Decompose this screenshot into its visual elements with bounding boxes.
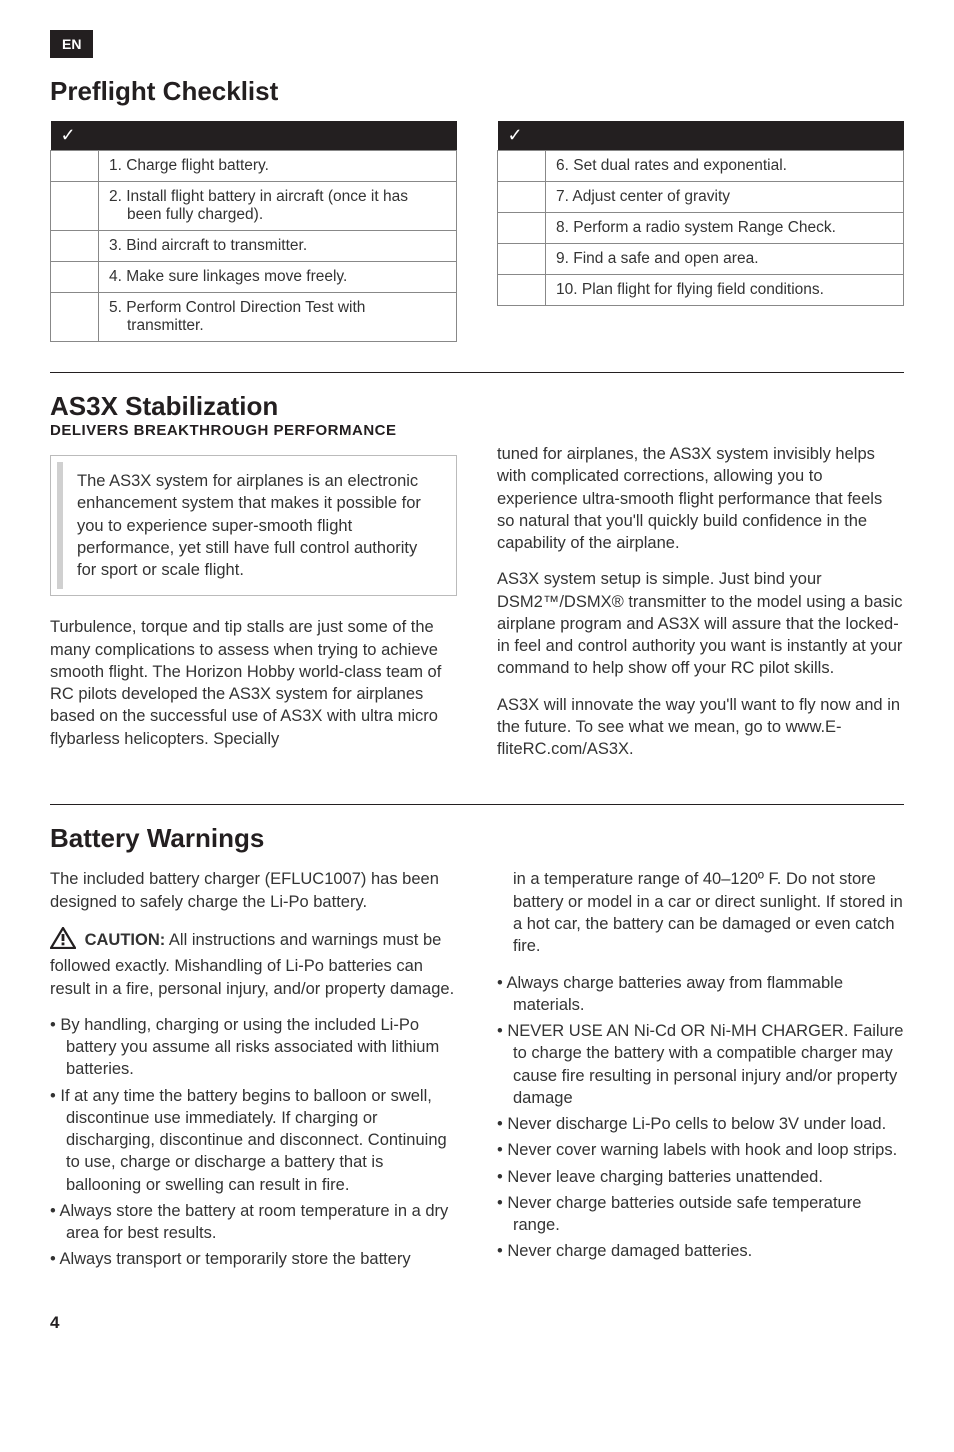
as3x-subtitle: DELIVERS BREAKTHROUGH PERFORMANCE (50, 422, 457, 439)
table-row: 7. Adjust center of gravity (498, 182, 904, 213)
check-header: ✓ (498, 121, 546, 151)
battery-intro: The included battery charger (EFLUC1007)… (50, 868, 457, 913)
as3x-right-para2: AS3X system setup is simple. Just bind y… (497, 568, 904, 679)
list-item: Never charge damaged batteries. (497, 1240, 904, 1262)
table-row: 2. Install flight battery in aircraft (o… (51, 182, 457, 231)
blank-header (546, 121, 904, 151)
section-rule (50, 372, 904, 373)
as3x-right-para3: AS3X will innovate the way you'll want t… (497, 694, 904, 761)
battery-right-continuation: in a temperature range of 40–120º F. Do … (497, 868, 904, 957)
table-row: 3. Bind aircraft to transmitter. (51, 231, 457, 262)
list-item: Never discharge Li-Po cells to below 3V … (497, 1113, 904, 1135)
list-item: Never leave charging batteries unattende… (497, 1166, 904, 1188)
list-item: By handling, charging or using the inclu… (50, 1014, 457, 1081)
battery-title: Battery Warnings (50, 823, 904, 854)
list-item: Always transport or temporarily store th… (50, 1248, 457, 1270)
list-item: NEVER USE AN Ni-Cd OR Ni-MH CHARGER. Fai… (497, 1020, 904, 1109)
table-row: 1. Charge flight battery. (51, 151, 457, 182)
table-row: 9. Find a safe and open area. (498, 244, 904, 275)
list-item: Never cover warning labels with hook and… (497, 1139, 904, 1161)
list-item: Always store the battery at room tempera… (50, 1200, 457, 1245)
check-header: ✓ (51, 121, 99, 151)
as3x-callout-text: The AS3X system for airplanes is an elec… (57, 462, 450, 589)
battery-right-bullets: Always charge batteries away from flamma… (497, 972, 904, 1263)
caution-label: CAUTION: (85, 931, 166, 949)
preflight-table-left: ✓ 1. Charge flight battery. 2. Install f… (50, 121, 457, 342)
battery-left-bullets: By handling, charging or using the inclu… (50, 1014, 457, 1271)
as3x-callout: The AS3X system for airplanes is an elec… (50, 455, 457, 596)
blank-header (99, 121, 457, 151)
list-item: Always charge batteries away from flamma… (497, 972, 904, 1017)
battery-section: The included battery charger (EFLUC1007)… (50, 868, 904, 1274)
list-item: If at any time the battery begins to bal… (50, 1085, 457, 1196)
table-row: 8. Perform a radio system Range Check. (498, 213, 904, 244)
as3x-title: AS3X Stabilization (50, 391, 457, 422)
section-rule (50, 804, 904, 805)
preflight-tables: ✓ 1. Charge flight battery. 2. Install f… (50, 121, 904, 342)
preflight-title: Preflight Checklist (50, 76, 904, 107)
as3x-left-para: Turbulence, torque and tip stalls are ju… (50, 616, 457, 750)
language-tab: EN (50, 30, 93, 58)
table-row: 4. Make sure linkages move freely. (51, 262, 457, 293)
as3x-right-para1: tuned for airplanes, the AS3X system inv… (497, 443, 904, 554)
preflight-table-right: ✓ 6. Set dual rates and exponential. 7. … (497, 121, 904, 306)
battery-caution: CAUTION: All instructions and warnings m… (50, 927, 457, 1000)
table-row: 10. Plan flight for flying field conditi… (498, 275, 904, 306)
page-number: 4 (50, 1313, 904, 1333)
page: EN Preflight Checklist ✓ 1. Charge fligh… (0, 0, 954, 1363)
table-row: 6. Set dual rates and exponential. (498, 151, 904, 182)
table-row: 5. Perform Control Direction Test with t… (51, 293, 457, 342)
as3x-section: AS3X Stabilization DELIVERS BREAKTHROUGH… (50, 391, 904, 774)
warning-icon (50, 927, 76, 955)
list-item: Never charge batteries outside safe temp… (497, 1192, 904, 1237)
